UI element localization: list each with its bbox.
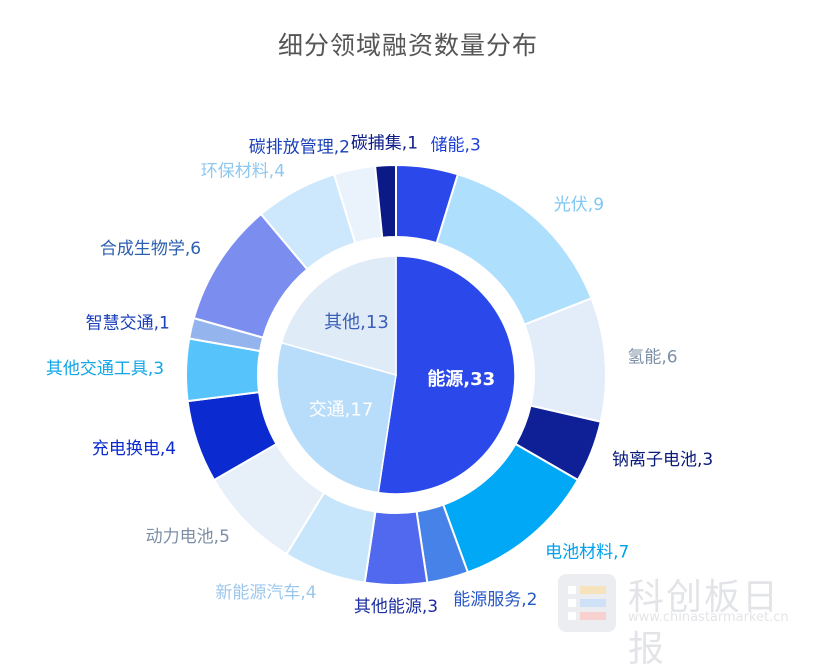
outer-label-9: 充电换电,4 [92, 439, 176, 459]
inner-pie [276, 255, 516, 495]
outer-label-12: 合成生物学,6 [100, 239, 201, 259]
outer-label-2: 氢能,6 [627, 348, 677, 368]
outer-label-10: 其他交通工具,3 [46, 359, 164, 379]
inner-slice-0[interactable] [377, 255, 516, 495]
outer-label-0: 储能,3 [431, 136, 481, 156]
watermark-url: www.chinastarmarket.cn [628, 610, 789, 625]
inner-label-0: 能源,33 [427, 368, 495, 390]
watermark-logo-icon [558, 574, 616, 632]
watermark: 科创板日报 www.chinastarmarket.cn [556, 566, 816, 670]
outer-label-15: 碳捕集,1 [351, 133, 418, 153]
inner-slice-1[interactable] [276, 341, 397, 494]
outer-label-8: 动力电池,5 [146, 527, 230, 547]
outer-ring [185, 163, 607, 586]
outer-label-13: 环保材料,4 [201, 161, 285, 181]
chart-title: 细分领域融资数量分布 [277, 31, 538, 60]
inner-label-1: 交通,17 [309, 400, 374, 421]
outer-slice-15[interactable] [373, 163, 397, 239]
nested-donut-chart: 储能,3 光伏,9 氢能,6 钠离子电池,3 电池材料,7 能源服务,2 其他能源,3 新能源… [46, 133, 713, 617]
outer-label-1: 光伏,9 [554, 195, 604, 215]
outer-labels: 储能,3 光伏,9 氢能,6 钠离子电池,3 电池材料,7 能源服务,2 其他能源,3 新能源… [46, 133, 713, 617]
inner-labels: 能源,33 交通,17 其他,13 [309, 312, 496, 421]
outer-label-4: 电池材料,7 [545, 543, 629, 563]
outer-label-6: 其他能源,3 [354, 597, 438, 617]
outer-label-3: 钠离子电池,3 [612, 450, 713, 470]
watermark-brand: 科创板日报 [628, 577, 781, 670]
outer-label-7: 新能源汽车,4 [215, 583, 316, 603]
inner-label-2: 其他,13 [324, 312, 389, 333]
outer-label-11: 智慧交通,1 [86, 313, 170, 333]
outer-label-5: 能源服务,2 [453, 590, 537, 610]
outer-label-14: 碳排放管理,2 [249, 138, 350, 158]
inner-slice-2[interactable] [280, 255, 397, 376]
